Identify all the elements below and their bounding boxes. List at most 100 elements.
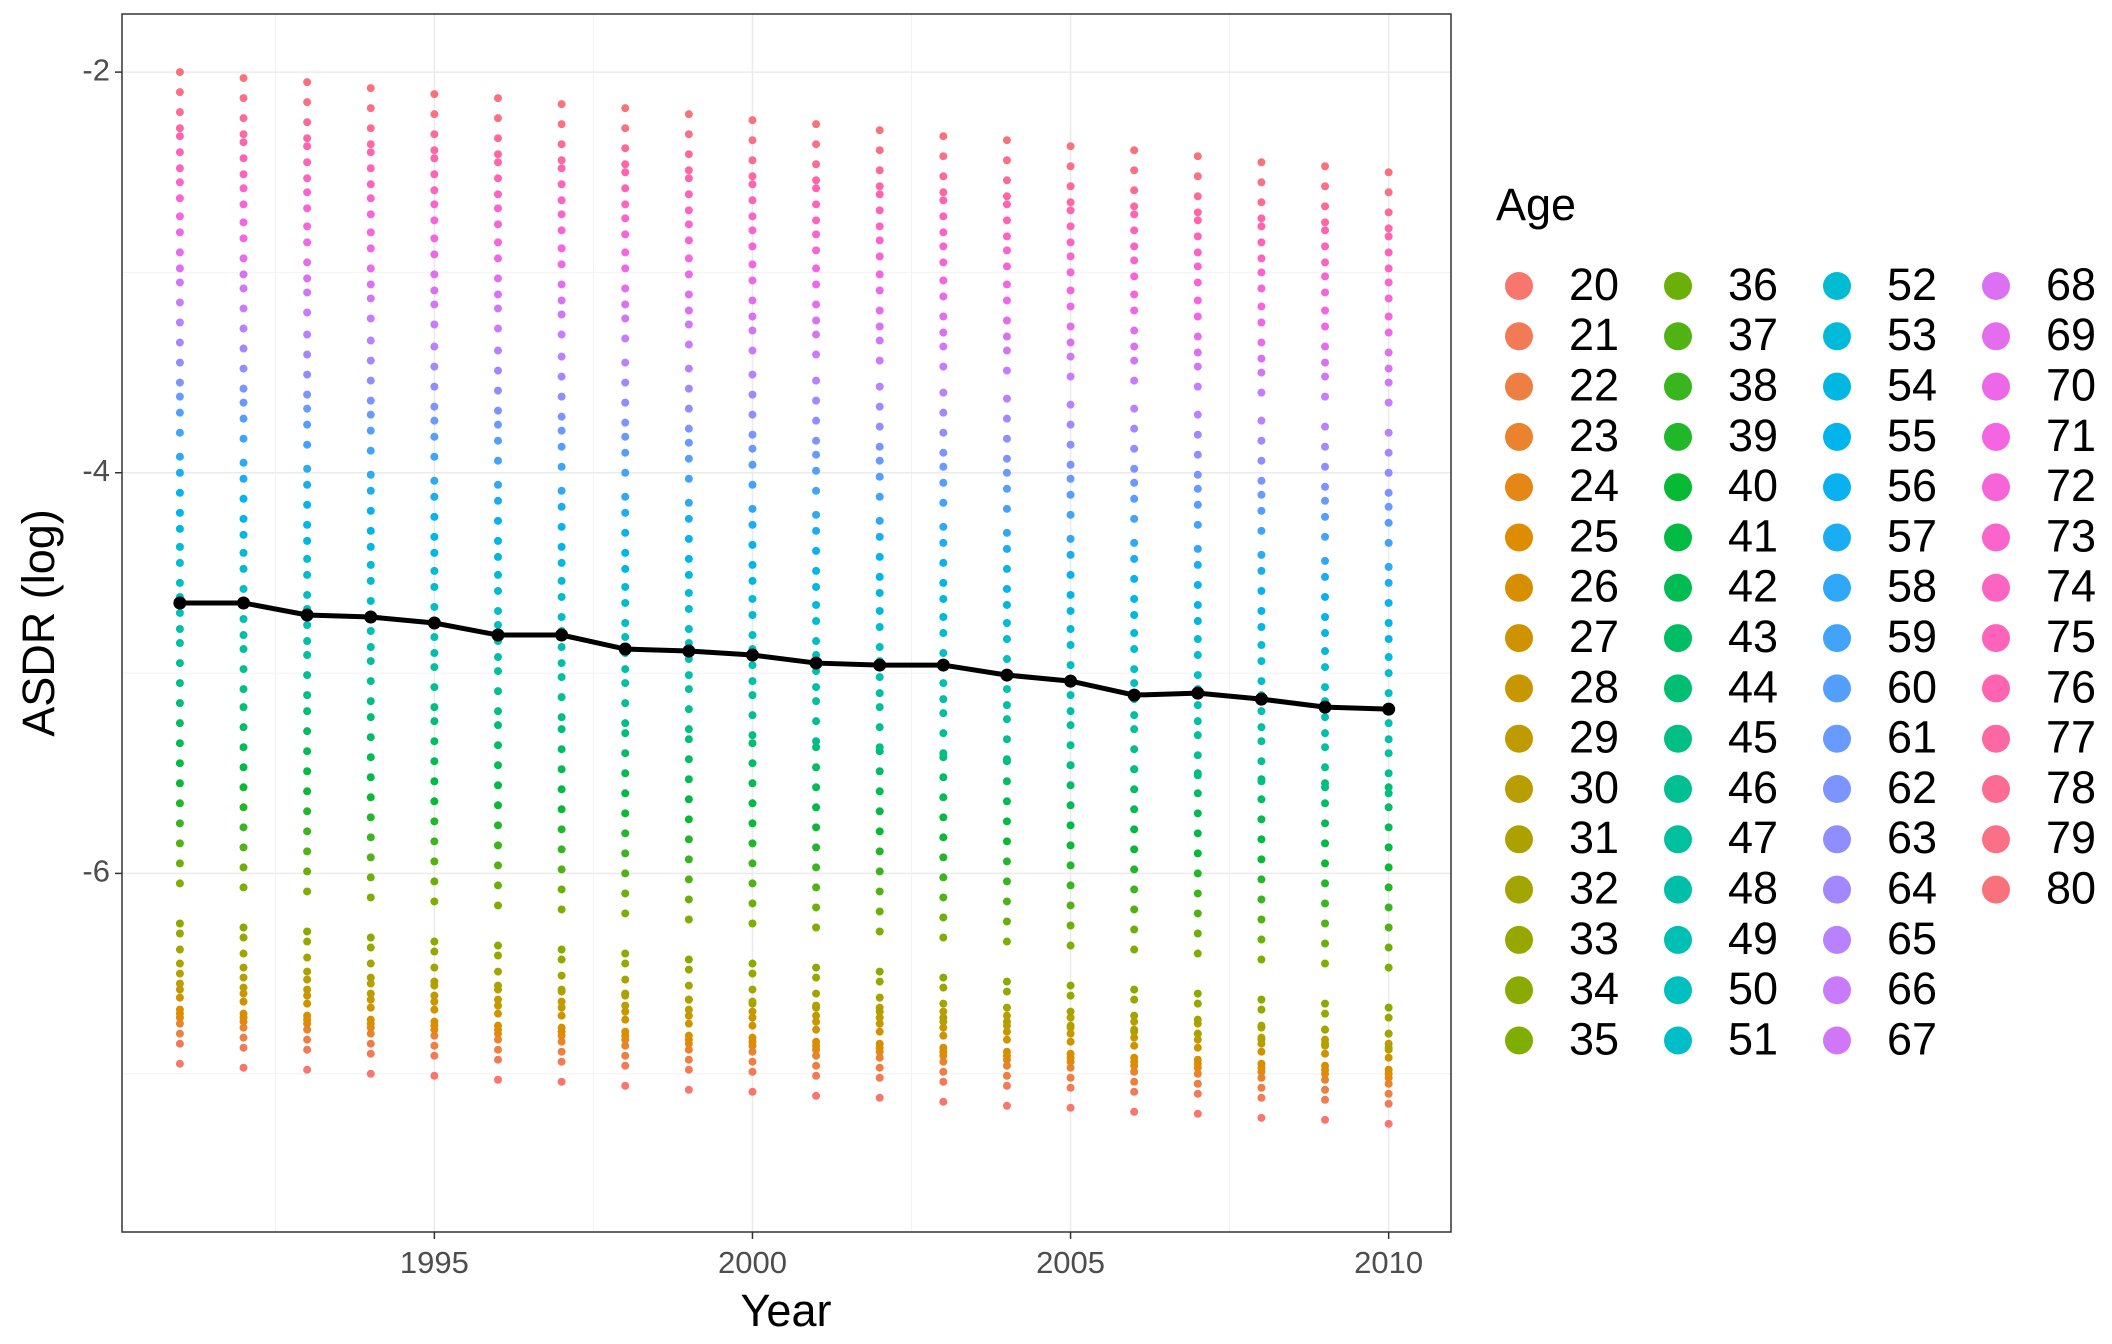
point — [939, 388, 948, 397]
legend-key — [1664, 1026, 1692, 1055]
point — [621, 168, 630, 177]
point — [239, 364, 248, 373]
mean-point — [1127, 688, 1141, 702]
point — [621, 769, 630, 778]
legend-key — [1823, 724, 1851, 753]
point — [1257, 586, 1266, 595]
point — [430, 777, 439, 786]
point — [621, 989, 630, 998]
point — [175, 819, 184, 828]
point — [303, 570, 312, 579]
legend-label: 80 — [2046, 862, 2096, 913]
point — [493, 941, 502, 950]
legend-key — [1664, 925, 1692, 954]
point — [557, 392, 566, 401]
point — [175, 558, 184, 567]
point — [557, 865, 566, 874]
point — [939, 498, 948, 507]
point — [557, 985, 566, 994]
point — [1384, 669, 1393, 678]
point — [1257, 506, 1266, 515]
point — [493, 174, 502, 183]
point — [1321, 959, 1330, 968]
point — [812, 300, 821, 309]
legend-label: 26 — [1569, 561, 1619, 612]
point — [493, 1001, 502, 1010]
legend-label: 54 — [1887, 359, 1937, 410]
point — [748, 859, 757, 868]
legend-key — [1505, 573, 1533, 602]
point — [493, 158, 502, 167]
point — [303, 707, 312, 716]
point — [493, 707, 502, 716]
point — [812, 316, 821, 325]
legend-label: 32 — [1569, 862, 1619, 913]
mean-point — [364, 610, 378, 624]
point — [1193, 717, 1202, 726]
point — [875, 673, 884, 682]
point — [1193, 580, 1202, 589]
point — [303, 887, 312, 896]
mean-point — [1318, 700, 1332, 714]
point — [1384, 188, 1393, 197]
point — [430, 1005, 439, 1014]
point — [939, 983, 948, 992]
point — [366, 336, 375, 345]
point — [557, 1077, 566, 1086]
point — [1193, 1015, 1202, 1024]
point — [557, 330, 566, 339]
point — [748, 430, 757, 439]
point — [1130, 1053, 1139, 1062]
point — [1130, 1077, 1139, 1086]
point — [1066, 661, 1075, 670]
point — [430, 186, 439, 195]
x-tick-label: 1995 — [400, 1245, 469, 1280]
point — [812, 843, 821, 852]
point — [366, 210, 375, 219]
point — [1384, 1029, 1393, 1038]
legend-key — [1664, 573, 1692, 602]
point — [748, 410, 757, 419]
point — [303, 330, 312, 339]
point — [1384, 364, 1393, 373]
point — [684, 570, 693, 579]
point — [557, 310, 566, 319]
point — [1002, 232, 1011, 241]
point — [1257, 723, 1266, 732]
point — [875, 643, 884, 652]
point — [1384, 502, 1393, 511]
point — [175, 108, 184, 117]
point — [239, 548, 248, 557]
legend-key — [1982, 372, 2010, 401]
point — [875, 827, 884, 836]
point — [1257, 855, 1266, 864]
point — [621, 749, 630, 758]
point — [1193, 1055, 1202, 1064]
point — [239, 270, 248, 279]
point — [493, 967, 502, 976]
point — [1257, 1083, 1266, 1092]
point — [1130, 845, 1139, 854]
point — [1257, 641, 1266, 650]
point — [939, 196, 948, 205]
point — [621, 582, 630, 591]
point — [939, 873, 948, 882]
point — [1130, 1041, 1139, 1050]
point — [621, 729, 630, 738]
point — [1002, 1011, 1011, 1020]
point — [939, 312, 948, 321]
point — [1193, 262, 1202, 271]
point — [939, 695, 948, 704]
point — [812, 923, 821, 932]
legend-key — [1505, 473, 1533, 502]
point — [1321, 729, 1330, 738]
point — [875, 703, 884, 712]
point — [366, 264, 375, 273]
grid — [122, 14, 1451, 1232]
point — [366, 542, 375, 551]
point — [303, 847, 312, 856]
point — [239, 949, 248, 958]
point — [239, 743, 248, 752]
point — [1193, 192, 1202, 201]
legend-key — [1505, 272, 1533, 300]
